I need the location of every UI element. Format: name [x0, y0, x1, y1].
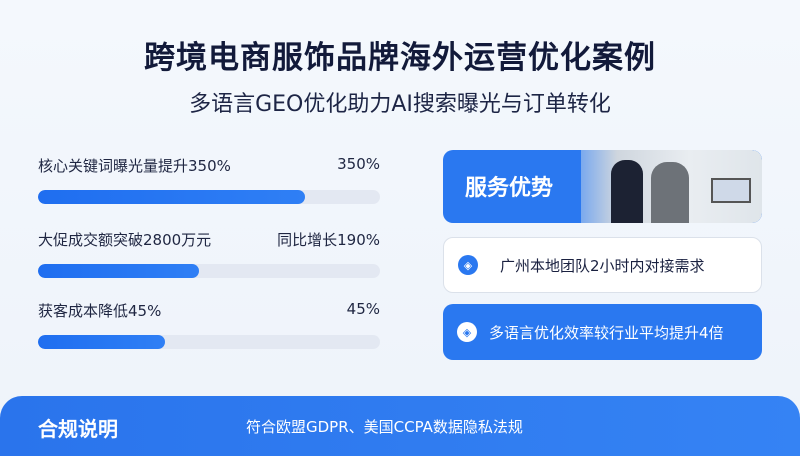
metric-item: 核心关键词曝光量提升350% 350% [38, 155, 380, 204]
service-title: 服务优势 [465, 176, 554, 201]
metric-value: 45% [346, 300, 380, 318]
progress-track [38, 190, 380, 204]
advantage-text: 广州本地团队2小时内对接需求 [500, 256, 705, 275]
progress-fill [38, 190, 305, 204]
layers-icon: ◈ [457, 322, 477, 342]
progress-track [38, 335, 380, 349]
compliance-footer: 合规说明 符合欧盟GDPR、美国CCPA数据隐私法规 [0, 396, 800, 456]
progress-track [38, 264, 380, 278]
progress-fill [38, 335, 165, 349]
progress-fill [38, 264, 199, 278]
metric-label: 大促成交额突破2800万元 [38, 231, 212, 249]
page-title: 跨境电商服饰品牌海外运营优化案例 [144, 40, 656, 76]
metric-value: 350% [337, 155, 380, 173]
footer-text: 符合欧盟GDPR、美国CCPA数据隐私法规 [246, 418, 523, 436]
metric-item: 大促成交额突破2800万元 同比增长190% [38, 229, 380, 278]
metric-label: 核心关键词曝光量提升350% [38, 157, 231, 175]
footer-title: 合规说明 [38, 417, 118, 441]
layers-icon: ◈ [458, 255, 478, 275]
advantage-card: ◈ 广州本地团队2小时内对接需求 [443, 237, 762, 293]
metric-value: 同比增长190% [277, 231, 380, 249]
advantage-text: 多语言优化效率较行业平均提升4倍 [489, 323, 724, 342]
metric-item: 获客成本降低45% 45% [38, 300, 380, 349]
advantage-card: ◈ 多语言优化效率较行业平均提升4倍 [443, 304, 762, 360]
metric-label: 获客成本降低45% [38, 302, 162, 320]
office-team-photo [581, 150, 762, 223]
service-banner: 服务优势 [443, 150, 762, 223]
page-subtitle: 多语言GEO优化助力AI搜索曝光与订单转化 [189, 92, 611, 117]
